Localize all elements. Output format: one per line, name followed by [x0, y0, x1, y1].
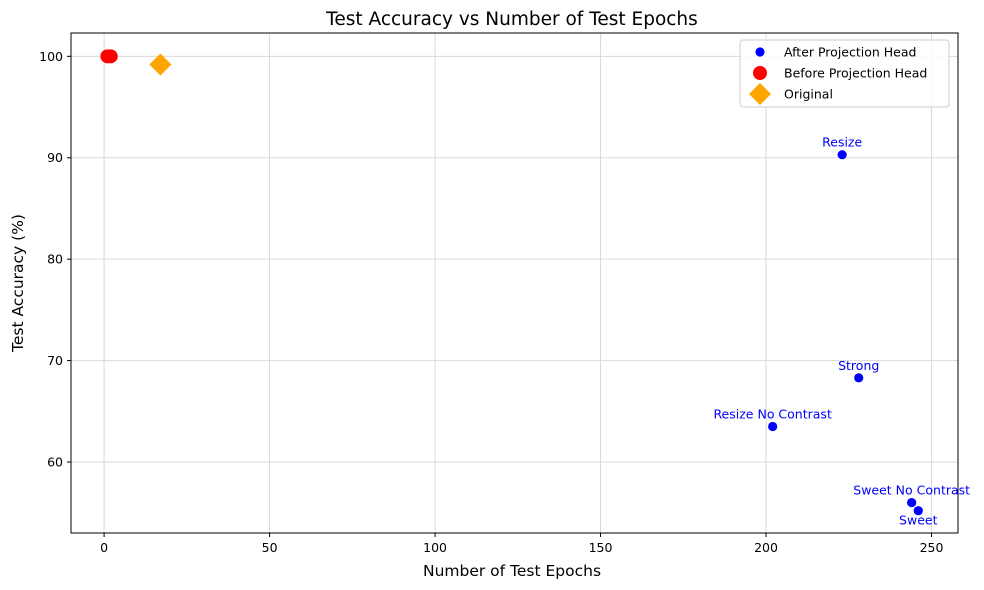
x-tick-label: 200: [754, 540, 778, 555]
point-annotations: Resize Strong Resize No Contrast Sweet No C…: [713, 135, 970, 528]
legend-label: Before Projection Head: [784, 66, 927, 81]
plot-frame: [70, 32, 959, 534]
data-point: [149, 53, 172, 76]
y-tick-label: 80: [47, 252, 63, 267]
legend-box: [739, 39, 950, 108]
data-point: [854, 373, 864, 383]
x-tick-label: 150: [589, 540, 613, 555]
data-point: [768, 421, 778, 432]
point-label: Sweet No Contrast: [853, 483, 970, 498]
point-label: Strong: [838, 358, 879, 373]
point-label: Resize No Contrast: [713, 407, 832, 422]
grid: [71, 33, 958, 533]
legend-label: After Projection Head: [784, 45, 916, 60]
y-tick-label: 70: [47, 353, 63, 368]
axis-ticks: 0 50 100 150 200 250 60 70 80 90 100: [39, 49, 943, 555]
y-axis-title: Test Accuracy (%): [9, 214, 27, 353]
legend: After Projection Head Before Projection H…: [739, 39, 950, 108]
legend-marker: [749, 83, 771, 105]
point-label: Sweet: [899, 513, 938, 528]
point-label: Resize: [822, 135, 862, 150]
data-point: [103, 49, 118, 64]
y-tick-label: 90: [47, 150, 63, 165]
data-point: [913, 506, 923, 516]
data-points: [100, 49, 923, 516]
legend-marker: [753, 66, 767, 80]
x-axis-title: Number of Test Epochs: [423, 562, 601, 580]
x-tick-label: 100: [423, 540, 447, 555]
chart-title: Test Accuracy vs Number of Test Epochs: [325, 9, 698, 30]
x-tick-label: 0: [100, 540, 108, 555]
legend-marker: [755, 47, 765, 57]
y-tick-label: 60: [47, 455, 63, 470]
legend-label: Original: [784, 87, 833, 102]
data-point: [907, 497, 917, 508]
x-tick-label: 250: [920, 540, 944, 555]
x-tick-label: 50: [262, 540, 278, 555]
y-tick-label: 100: [39, 49, 63, 64]
data-point: [837, 150, 847, 160]
